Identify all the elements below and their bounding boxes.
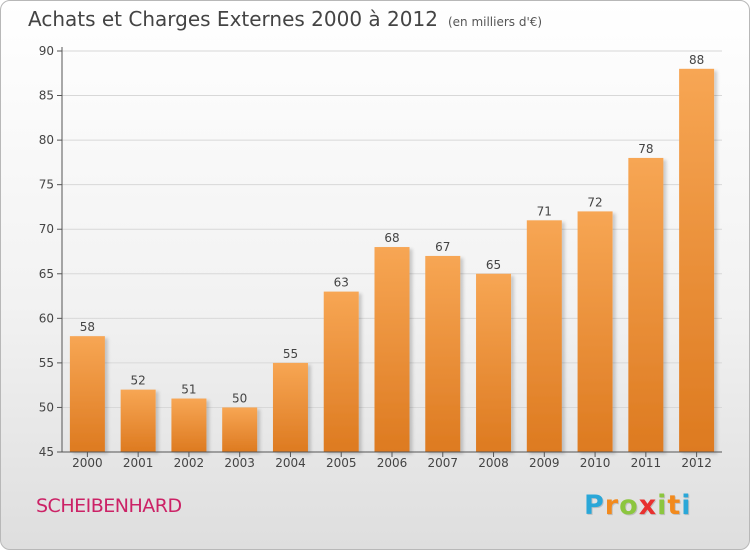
y-tick-label: 90 [39, 44, 54, 58]
commune-name: SCHEIBENHARD [36, 495, 182, 517]
x-tick-label: 2001 [123, 456, 154, 470]
x-tick-label: 2004 [275, 456, 306, 470]
logo-letter: t [667, 490, 682, 521]
bar [476, 273, 512, 452]
logo-letter: i [681, 490, 692, 521]
x-tick-label: 2000 [72, 456, 103, 470]
data-label: 63 [334, 276, 349, 290]
y-tick-label: 50 [39, 400, 54, 414]
logo-letter: x [638, 490, 658, 521]
logo-letter: o [619, 490, 639, 521]
x-tick-label: 2010 [580, 456, 611, 470]
data-label: 71 [537, 204, 552, 218]
proxiti-logo: Proxiti [584, 490, 692, 521]
y-tick-label: 75 [39, 178, 54, 192]
logo-letter: P [584, 490, 605, 521]
data-label: 51 [181, 383, 196, 397]
x-tick-label: 2008 [478, 456, 509, 470]
y-tick-label: 45 [39, 445, 54, 459]
data-label: 50 [232, 391, 247, 405]
x-tick-label: 2005 [326, 456, 357, 470]
y-tick-label: 55 [39, 356, 54, 370]
bar [577, 211, 613, 452]
chart-title: Achats et Charges Externes 2000 à 2012 (e… [28, 7, 542, 31]
x-tick-label: 2006 [377, 456, 408, 470]
data-label: 65 [486, 258, 501, 272]
x-tick-label: 2003 [224, 456, 255, 470]
y-tick-label: 60 [39, 311, 54, 325]
bar [425, 255, 461, 452]
y-tick-label: 65 [39, 267, 54, 281]
data-label: 58 [80, 320, 95, 334]
data-label: 55 [283, 347, 298, 361]
x-tick-label: 2009 [529, 456, 560, 470]
bar [374, 247, 410, 452]
data-label: 52 [131, 374, 146, 388]
data-label: 68 [384, 231, 399, 245]
bar [69, 336, 105, 452]
x-tick-label: 2011 [631, 456, 662, 470]
bar [526, 220, 562, 452]
x-tick-label: 2012 [681, 456, 712, 470]
chart-subtitle: (en milliers d'€) [447, 15, 543, 29]
data-label: 78 [638, 142, 653, 156]
bar [171, 398, 207, 452]
y-tick-label: 80 [39, 133, 54, 147]
y-tick-label: 85 [39, 89, 54, 103]
x-tick-label: 2002 [174, 456, 205, 470]
bar [679, 68, 715, 453]
logo-letter: r [604, 490, 620, 521]
bar [120, 389, 156, 452]
data-label: 67 [435, 240, 450, 254]
bar [222, 407, 258, 452]
logo-letter: i [657, 490, 668, 521]
x-tick-label: 2007 [427, 456, 458, 470]
bar [628, 157, 664, 452]
y-tick-label: 70 [39, 222, 54, 236]
data-label: 72 [587, 195, 602, 209]
data-label: 88 [689, 53, 704, 67]
chart-title-text: Achats et Charges Externes 2000 à 2012 [28, 7, 438, 31]
bar [272, 362, 308, 452]
bar [323, 291, 359, 452]
